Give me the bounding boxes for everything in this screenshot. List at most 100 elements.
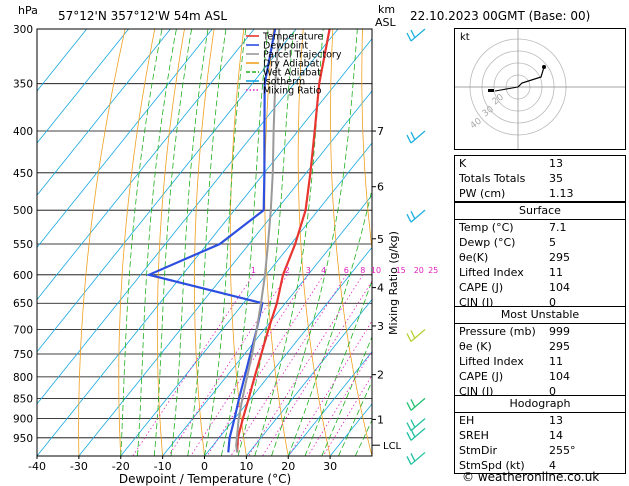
wet-adiabat-line [321, 335, 372, 456]
indices-panel: K 13 Totals Totals 35 PW (cm) 1.13 [454, 155, 626, 202]
mixing-ratio-label: 10 [371, 266, 381, 275]
x-tick-label: -10 [154, 460, 172, 473]
wind-barb [406, 130, 426, 144]
isotherm-line [329, 403, 372, 456]
most-unstable-key: Pressure (mb) [459, 325, 536, 338]
most-unstable-value: 104 [549, 370, 570, 383]
dry-adiabat-line [330, 29, 372, 456]
wind-barb-staff [410, 130, 426, 144]
wet-adiabat-line [137, 29, 177, 456]
x-tick-label: 10 [239, 460, 253, 473]
isotherm-line [37, 29, 297, 353]
surface-panel: Surface Temp (°C) 7.1 Dewp (°C) 5 θe(K) 295… [454, 202, 626, 311]
temperature-line [236, 29, 331, 453]
legend-label: Dewpoint [263, 41, 308, 52]
most-unstable-value: 11 [549, 355, 563, 368]
most-unstable-row: Lifted Index 11 [455, 354, 625, 369]
most-unstable-value: 0 [549, 385, 556, 398]
hodograph-table-key: StmDir [459, 444, 498, 457]
isotherm-line [120, 142, 372, 456]
index-key: K [459, 157, 467, 170]
surface-key: Dewp (°C) [459, 236, 516, 249]
legend-label: Wet Adiabat [263, 68, 321, 79]
pressure-tick-label: 350 [13, 79, 33, 91]
wind-barb-flag [410, 210, 416, 220]
x-tick-label: 20 [281, 460, 295, 473]
hodograph-panel: kt 40 30 20 [454, 28, 626, 150]
wind-barb-staff [410, 397, 426, 411]
hodograph-table-row: StmSpd (kt) 4 [455, 458, 625, 473]
wet-adiabat-line [170, 29, 209, 456]
isotherm-line [78, 90, 372, 456]
pressure-tick-label: 900 [13, 414, 33, 426]
hodograph-table-key: EH [459, 414, 475, 427]
surface-value: 7.1 [549, 221, 567, 234]
lcl-label: LCL [383, 441, 402, 452]
legend-label: Temperature [262, 32, 323, 43]
x-tick-label: 0 [201, 460, 208, 473]
hodograph-table-value: 255° [549, 444, 576, 457]
wind-barb-flag [410, 429, 416, 438]
hodograph-plot: kt 40 30 20 [455, 29, 625, 149]
pressure-tick-label: 550 [13, 239, 33, 251]
km-tick-label: 7 [377, 125, 384, 138]
most-unstable-key: CIN (J) [459, 385, 494, 398]
pressure-tick-label: 950 [13, 433, 33, 445]
wet-adiabat-line [254, 29, 324, 456]
most-unstable-value: 295 [549, 340, 570, 353]
index-value: 13 [549, 157, 563, 170]
index-key: PW (cm) [459, 187, 506, 200]
wind-barb-flag [410, 330, 416, 339]
mixing-ratio-line [132, 274, 254, 456]
hodograph-trace [517, 66, 545, 88]
x-tick-label: -40 [28, 460, 46, 473]
mixing-ratio-axis-title: Mixing Ratio (g/kg) [387, 231, 400, 335]
legend-label: Mixing Ratio [263, 86, 322, 97]
wet-adiabat-line [204, 29, 247, 456]
pressure-tick-label: 700 [13, 325, 33, 337]
wind-barb [406, 209, 426, 223]
wet-adiabat-line [338, 380, 372, 456]
dry-adiabat-line [194, 29, 215, 456]
mixing-ratio-label: 20 [414, 266, 424, 275]
wind-barb [406, 28, 426, 42]
surface-value: 295 [549, 251, 570, 264]
copyright-label: © weatheronline.co.uk [462, 470, 600, 484]
mixing-ratio-line [206, 274, 325, 456]
hodograph-ring-label-30: 30 [481, 104, 496, 119]
mixing-ratio-line [168, 274, 288, 456]
hodograph-storm-marker [488, 89, 494, 92]
index-row-k: K 13 [455, 156, 625, 171]
legend-label: Parcel Trajectory [263, 50, 342, 61]
wind-barb-flag [406, 333, 412, 342]
wet-adiabat-line [220, 29, 269, 456]
hodograph-unit-label: kt [460, 32, 470, 43]
mixing-ratio-line [288, 320, 372, 456]
isotherm-line [287, 351, 372, 456]
wet-adiabat-line [304, 279, 372, 456]
surface-value: 104 [549, 281, 570, 294]
wind-barb-staff [410, 418, 426, 432]
pressure-tick-label: 400 [13, 126, 33, 138]
index-row-pw: PW (cm) 1.13 [455, 186, 625, 201]
most-unstable-row: θe (K) 295 [455, 339, 625, 354]
most-unstable-value: 999 [549, 325, 570, 338]
most-unstable-title: Most Unstable [455, 307, 625, 324]
dry-adiabat-line [264, 29, 289, 456]
x-tick-label: -30 [70, 460, 88, 473]
km-tick-label: 2 [377, 369, 384, 382]
pressure-tick-label: 450 [13, 168, 33, 180]
mixing-ratio-label: 6 [344, 266, 349, 275]
hodograph-table-row: StmDir 255° [455, 443, 625, 458]
plot-frame [36, 28, 373, 457]
mixing-ratio-line [248, 274, 364, 456]
legend-label: Isotherm [263, 77, 305, 88]
hodograph-storm-motion [494, 86, 519, 92]
wind-barb-flag [410, 29, 416, 39]
wind-barb-staff [410, 209, 426, 223]
dry-adiabat-line [392, 29, 456, 456]
pressure-tick-label: 650 [13, 298, 33, 310]
hodograph-table-key: StmSpd (kt) [459, 459, 525, 472]
